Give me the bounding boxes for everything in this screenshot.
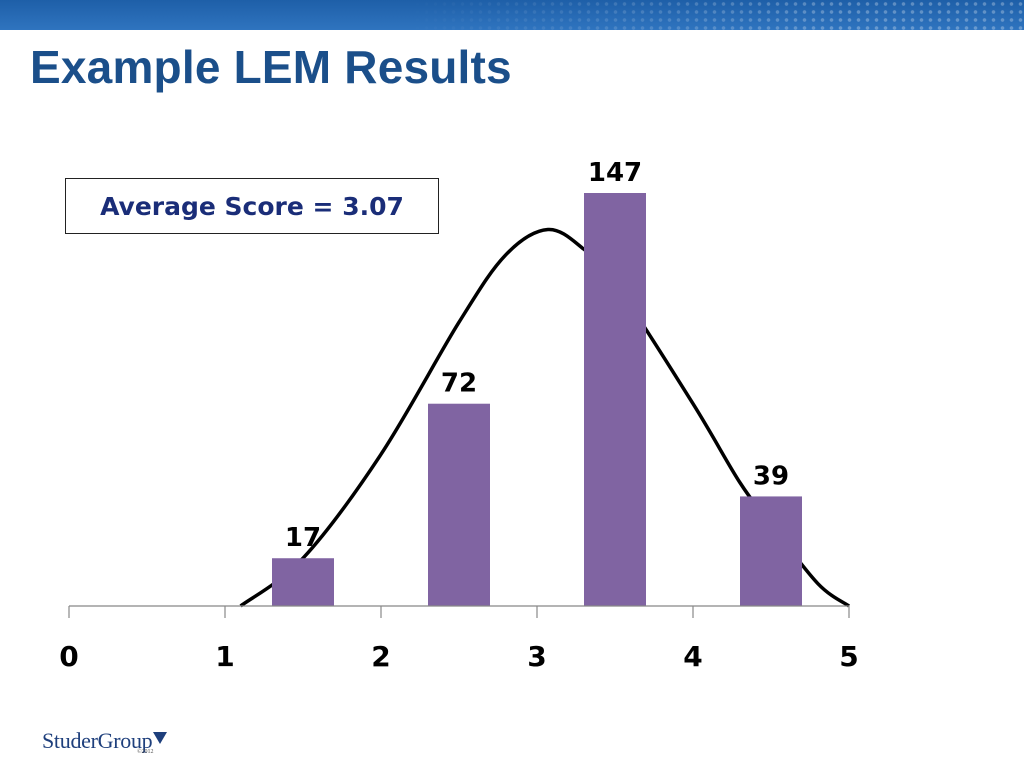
bar-value-label: 39 (753, 461, 789, 491)
header-band (0, 0, 1024, 30)
logo-copyright: ©2012 (137, 749, 154, 755)
slide-title: Example LEM Results (30, 41, 512, 93)
bar-39 (740, 496, 802, 606)
x-tick-label: 4 (683, 640, 702, 673)
x-tick-label: 2 (371, 640, 390, 673)
logo-text: StuderGroup (42, 728, 153, 753)
average-score-label: Average Score = 3.07 (100, 191, 404, 221)
bar-147 (584, 193, 646, 606)
studergroup-logo: StuderGroup ©2012 (42, 728, 168, 758)
x-tick-label: 5 (839, 640, 858, 673)
bar-value-label: 147 (588, 158, 642, 188)
bar-17 (272, 558, 334, 606)
header-dot-pattern (404, 0, 1024, 30)
bar-72 (428, 403, 490, 606)
bar-value-label: 72 (441, 369, 477, 399)
triangle-logo-icon (153, 732, 168, 744)
x-tick-label: 3 (527, 640, 546, 673)
x-tick-label: 0 (59, 640, 78, 673)
average-score-box: Average Score = 3.07 (65, 178, 439, 234)
bar-value-label: 17 (285, 523, 321, 553)
x-tick-label: 1 (215, 640, 234, 673)
